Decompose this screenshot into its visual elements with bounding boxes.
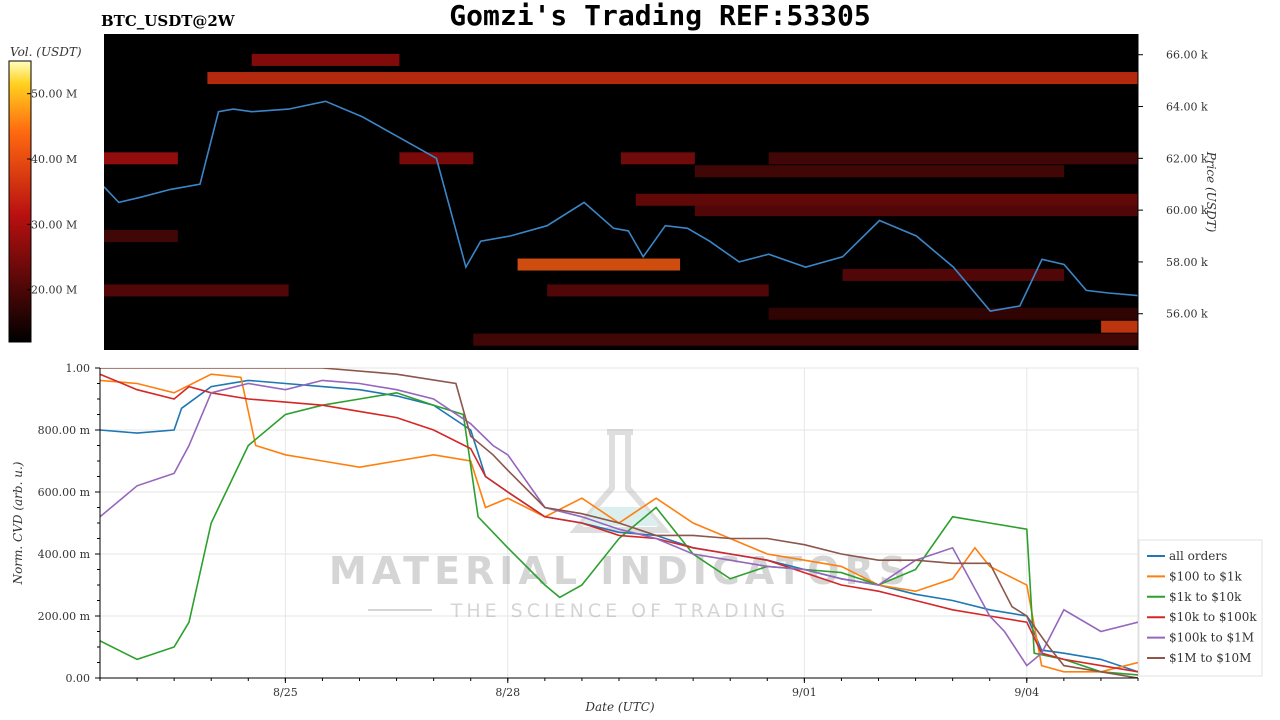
volume-band [251, 53, 400, 66]
volume-band [768, 152, 1138, 165]
watermark-subtitle: THE SCIENCE OF TRADING [450, 600, 790, 622]
symbol-label: BTC_USDT@2W [101, 12, 236, 30]
cvd-y-tick-label: 1.00 [66, 362, 91, 375]
colorbar-tick-label: 50.00 M [31, 88, 77, 101]
cvd-legend: all orders $100 to $1k $1k to $10k $10k to … [1138, 539, 1263, 677]
price-tick-label: 60.00 k [1166, 204, 1208, 217]
cvd-x-tick-label: 9/04 [1014, 686, 1039, 699]
cvd-y-tick-label: 200.00 m [38, 610, 91, 623]
cvd-x-tick-label: 9/01 [792, 686, 817, 699]
price-axis-ticks: 56.00 k 58.00 k 60.00 k 62.00 k 64.00 k 66.00… [1138, 49, 1208, 321]
cvd-y-tick-label: 400.00 m [38, 548, 91, 561]
volume-band [694, 165, 1065, 178]
colorbar-ticks: 20.00 M 30.00 M 40.00 M 50.00 M [27, 88, 77, 297]
cvd-series-line [100, 373, 1138, 673]
colorbar-tick-label: 20.00 M [31, 284, 77, 297]
cvd-series-line [100, 379, 1138, 673]
legend-entry: all orders [1169, 549, 1227, 563]
heatmap-background [104, 34, 1138, 350]
volume-band [473, 333, 1138, 346]
price-tick-label: 62.00 k [1166, 152, 1208, 165]
volume-band [768, 307, 1138, 320]
legend-entry: $1k to $10k [1169, 590, 1242, 604]
legend-entry: $1M to $10M [1169, 651, 1251, 665]
price-tick-label: 56.00 k [1166, 308, 1208, 321]
cvd-y-tick-label: 0.00 [66, 672, 91, 685]
price-tick-label: 58.00 k [1166, 256, 1208, 269]
cvd-x-tick-label: 8/25 [273, 686, 298, 699]
cvd-series-line [100, 379, 1138, 667]
cvd-y-tick-label: 600.00 m [38, 486, 91, 499]
cvd-y-axis-label: Norm. CVD (arb. u.) [11, 461, 25, 585]
colorbar-label: Vol. (USDT) [10, 45, 82, 59]
cvd-x-ticks: 8/25 8/28 9/01 9/04 [99, 678, 1139, 699]
colorbar-tick-label: 40.00 M [31, 153, 77, 166]
heatmap-bands [104, 53, 1138, 346]
colorbar [8, 60, 32, 343]
price-tick-label: 66.00 k [1166, 49, 1208, 62]
cvd-x-axis-label: Date (UTC) [584, 700, 654, 714]
cvd-y-ticks: 0.00 200.00 m 400.00 m 600.00 m 800.00 m 1.00 [38, 362, 100, 685]
volume-band [517, 258, 681, 271]
volume-band [207, 72, 1138, 85]
colorbar-tick-label: 30.00 M [31, 218, 77, 231]
cvd-x-tick-label: 8/28 [495, 686, 520, 699]
cvd-y-tick-label: 800.00 m [38, 424, 91, 437]
volume-band [1101, 320, 1138, 333]
legend-entry: $100k to $1M [1169, 631, 1254, 645]
price-line [104, 100, 1138, 312]
price-tick-label: 64.00 k [1166, 101, 1208, 114]
volume-band [104, 152, 178, 165]
volume-band [635, 193, 1138, 206]
volume-band [547, 284, 769, 297]
legend-entry: $10k to $100k [1169, 610, 1257, 624]
cvd-series-line [100, 368, 1138, 678]
legend-box [1138, 539, 1263, 677]
volume-band [694, 204, 1138, 217]
volume-band [842, 268, 1065, 281]
cvd-series-line [100, 391, 1138, 676]
price-axis-label: Price (USDT) [1204, 151, 1218, 233]
volume-band [104, 284, 289, 297]
cvd-series-lines [100, 368, 1138, 678]
chart-title: Gomzi's Trading REF:53305 [449, 0, 870, 32]
legend-entry: $100 to $1k [1169, 569, 1242, 583]
volume-band [104, 230, 178, 243]
volume-band [621, 152, 695, 165]
